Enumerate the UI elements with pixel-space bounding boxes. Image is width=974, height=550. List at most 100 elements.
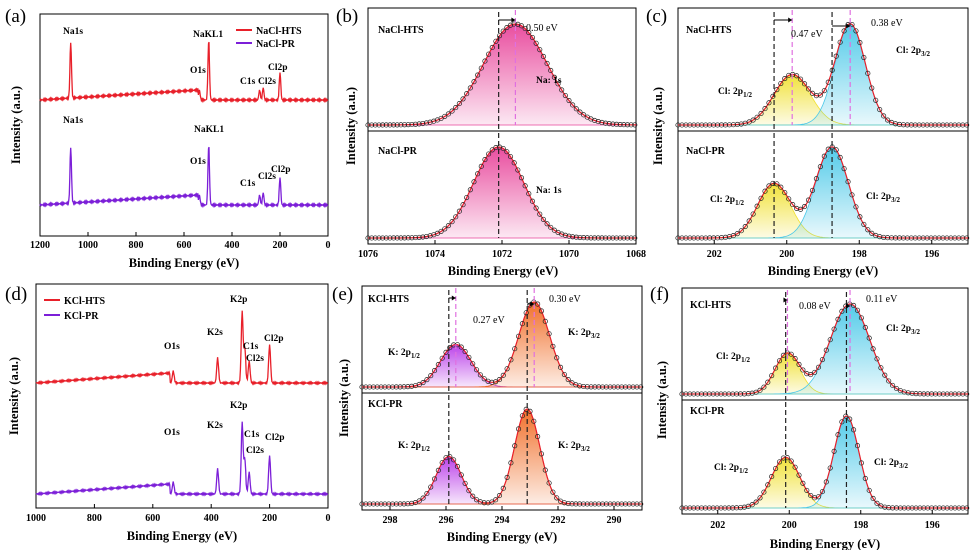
raw-data-point (508, 460, 514, 466)
raw-data-point (442, 113, 448, 119)
raw-data-point (599, 235, 605, 241)
y-axis-label-d: Intensity (a.u.) (7, 357, 21, 435)
peak-label-c1s-bottom: C1s (240, 179, 256, 189)
raw-data-point (489, 44, 495, 51)
raw-data-point (577, 501, 583, 507)
raw-data-point (630, 384, 636, 390)
raw-data-point (526, 191, 532, 197)
raw-data-point (546, 480, 552, 486)
raw-data-point (726, 391, 732, 397)
peak-label-o1s-d-top: O1s (164, 342, 180, 352)
raw-data-point (454, 463, 461, 470)
raw-data-point (710, 505, 716, 511)
raw-data-point (730, 391, 736, 397)
raw-data-point (881, 234, 887, 240)
raw-data-point (367, 384, 373, 390)
raw-data-point (901, 389, 907, 395)
raw-data-point (606, 235, 612, 241)
raw-data-point (774, 181, 780, 187)
legend-label-kcl-hts: KCl-HTS (64, 296, 106, 307)
raw-data-point (500, 145, 506, 152)
raw-data-point (466, 488, 472, 494)
raw-data-point (870, 495, 876, 502)
raw-data-point (952, 391, 958, 397)
raw-data-point (500, 28, 506, 34)
raw-data-point (370, 501, 377, 507)
raw-data-point (482, 58, 488, 64)
peak-label-k2s-d-top: K2s (207, 328, 223, 338)
raw-data-point (427, 119, 433, 125)
raw-data-point (435, 467, 441, 473)
raw-data-point (550, 489, 556, 495)
raw-data-point (634, 501, 640, 507)
raw-data-point (401, 384, 407, 390)
raw-data-point (554, 495, 560, 501)
raw-data-point (964, 122, 970, 128)
raw-data-point (569, 380, 575, 386)
shift-arrow-head (788, 17, 793, 23)
raw-data-point (773, 465, 779, 472)
raw-data-point (877, 234, 883, 240)
raw-data-point (611, 384, 617, 390)
raw-data-point (622, 501, 629, 507)
raw-data-point (964, 505, 970, 511)
raw-data-point (449, 219, 455, 225)
raw-data-point (890, 382, 896, 388)
raw-data-point (471, 179, 477, 185)
raw-data-point (394, 235, 400, 241)
raw-data-point (813, 93, 819, 99)
x-tick-label: 202 (710, 520, 725, 531)
raw-data-point (788, 458, 794, 464)
raw-data-point (540, 216, 546, 222)
raw-data-point (912, 122, 918, 128)
x-axis-label-a: Binding Energy (eV) (129, 256, 239, 270)
raw-data-point (523, 310, 529, 316)
raw-data-point (932, 235, 938, 241)
raw-data-point (603, 384, 609, 390)
raw-data-point (849, 21, 855, 28)
raw-data-point (599, 384, 606, 390)
raw-data-point (796, 361, 802, 367)
raw-data-point (870, 346, 876, 352)
raw-data-point (765, 482, 771, 488)
raw-data-point (372, 122, 378, 128)
raw-data-point (462, 349, 468, 355)
raw-data-point (858, 460, 864, 466)
component-peak-top-2 (678, 23, 968, 126)
raw-data-point (679, 122, 685, 128)
raw-data-point (734, 505, 740, 511)
raw-data-point (722, 505, 728, 511)
raw-data-point (369, 235, 375, 241)
raw-data-point (839, 419, 845, 425)
raw-data-point (626, 384, 632, 390)
raw-data-point (617, 235, 623, 241)
raw-data-point (796, 472, 802, 478)
raw-data-point (769, 373, 775, 379)
legend-label-nacl-pr: NaCl-PR (256, 39, 296, 50)
raw-data-point (900, 235, 906, 241)
raw-data-point (577, 234, 583, 241)
raw-data-point (790, 202, 796, 208)
x-tick-label: 200 (779, 249, 794, 260)
raw-data-point (397, 384, 403, 390)
raw-data-point (714, 235, 721, 241)
shift-label-e-a: 0.27 eV (473, 315, 505, 326)
raw-data-point (776, 358, 783, 364)
raw-data-point (595, 235, 601, 241)
raw-data-point (456, 208, 462, 214)
raw-data-point (555, 81, 561, 87)
raw-data-point (442, 226, 448, 232)
raw-data-point (372, 235, 378, 241)
raw-data-point (453, 214, 459, 220)
shift-arrow-head (846, 23, 851, 29)
raw-data-point (960, 391, 966, 397)
raw-data-point (592, 384, 598, 390)
raw-data-point (370, 384, 377, 390)
raw-data-point (624, 122, 631, 128)
raw-data-point (825, 79, 831, 85)
x-tick-label: 294 (495, 515, 510, 526)
raw-data-point (758, 110, 764, 117)
raw-data-point (714, 391, 720, 397)
raw-data-point (845, 179, 851, 185)
